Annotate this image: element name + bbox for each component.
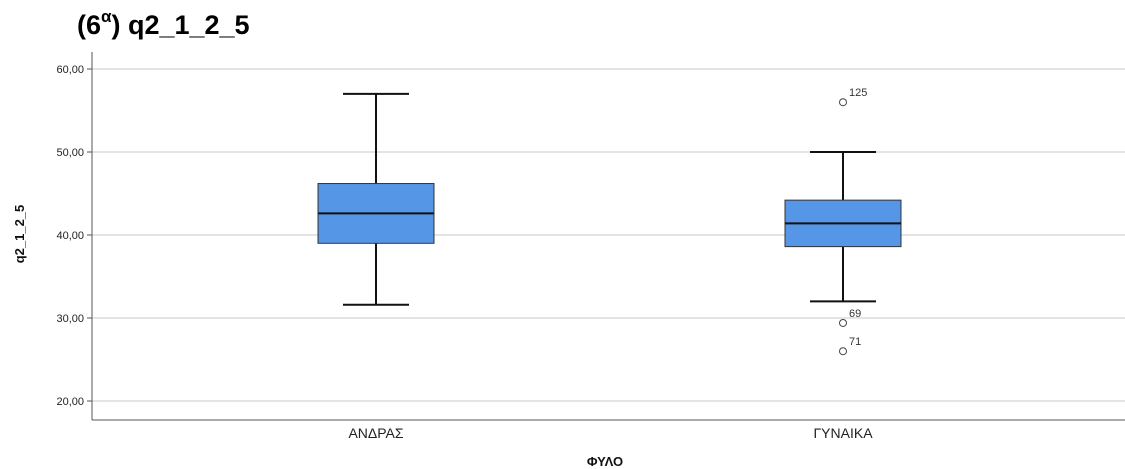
box-layer: 125 69 71 — [317, 87, 902, 356]
x-category-label: ΑΝΔΡΑΣ — [348, 425, 403, 441]
outlier-marker — [839, 318, 847, 327]
y-tick-label: 50,00 — [56, 147, 84, 159]
outlier-marker — [839, 347, 847, 356]
outlier-label: 71 — [849, 336, 861, 348]
x-axis-title: ΦΥΛΟ — [587, 454, 623, 469]
outlier-label: 125 — [849, 87, 867, 99]
x-category-label: ΓΥΝΑΙΚΑ — [813, 425, 873, 441]
outlier-marker — [839, 98, 847, 107]
y-tick-label: 60,00 — [56, 64, 84, 76]
box-2: 125 69 71 — [784, 87, 902, 356]
y-axis-title: q2_1_2_5 — [12, 205, 27, 264]
y-tick-label: 20,00 — [56, 396, 84, 408]
box-1 — [317, 92, 435, 306]
grid-layer — [92, 68, 1125, 402]
chart-title-rest: ) q2_1_2_5 — [111, 10, 250, 40]
chart-title-main: (6 — [77, 10, 102, 40]
chart-title: (6α) q2_1_2_5 — [77, 7, 250, 41]
axis-layer: 20,00 30,00 40,00 50,00 60,00 — [56, 52, 1125, 421]
y-tick-label: 40,00 — [56, 230, 84, 242]
chart-title-superscript: α — [101, 7, 112, 26]
label-layer: ΑΝΔΡΑΣ ΓΥΝΑΙΚΑ — [348, 425, 873, 441]
outlier-label: 69 — [849, 308, 861, 320]
y-tick-label: 30,00 — [56, 313, 84, 325]
